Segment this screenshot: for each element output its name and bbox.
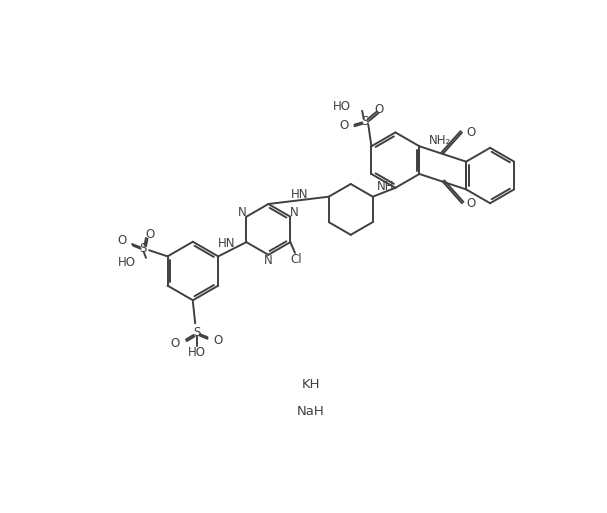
Text: O: O xyxy=(375,103,384,116)
Text: NH: NH xyxy=(377,180,395,192)
Text: O: O xyxy=(145,228,154,241)
Text: N: N xyxy=(264,254,273,267)
Text: HO: HO xyxy=(118,256,136,269)
Text: O: O xyxy=(118,234,127,247)
Text: S: S xyxy=(362,115,369,128)
Text: O: O xyxy=(171,337,180,350)
Text: S: S xyxy=(193,326,200,339)
Text: HN: HN xyxy=(217,236,235,250)
Text: KH: KH xyxy=(302,379,320,391)
Text: N: N xyxy=(238,206,247,219)
Text: O: O xyxy=(467,197,476,210)
Text: HN: HN xyxy=(291,188,309,201)
Text: N: N xyxy=(290,206,299,219)
Text: O: O xyxy=(214,334,223,347)
Text: S: S xyxy=(139,242,147,255)
Text: O: O xyxy=(339,119,348,132)
Text: HO: HO xyxy=(333,100,351,113)
Text: HO: HO xyxy=(188,346,206,359)
Text: NH₂: NH₂ xyxy=(429,133,451,147)
Text: Cl: Cl xyxy=(291,252,302,266)
Text: NaH: NaH xyxy=(297,405,325,419)
Text: O: O xyxy=(467,126,476,139)
